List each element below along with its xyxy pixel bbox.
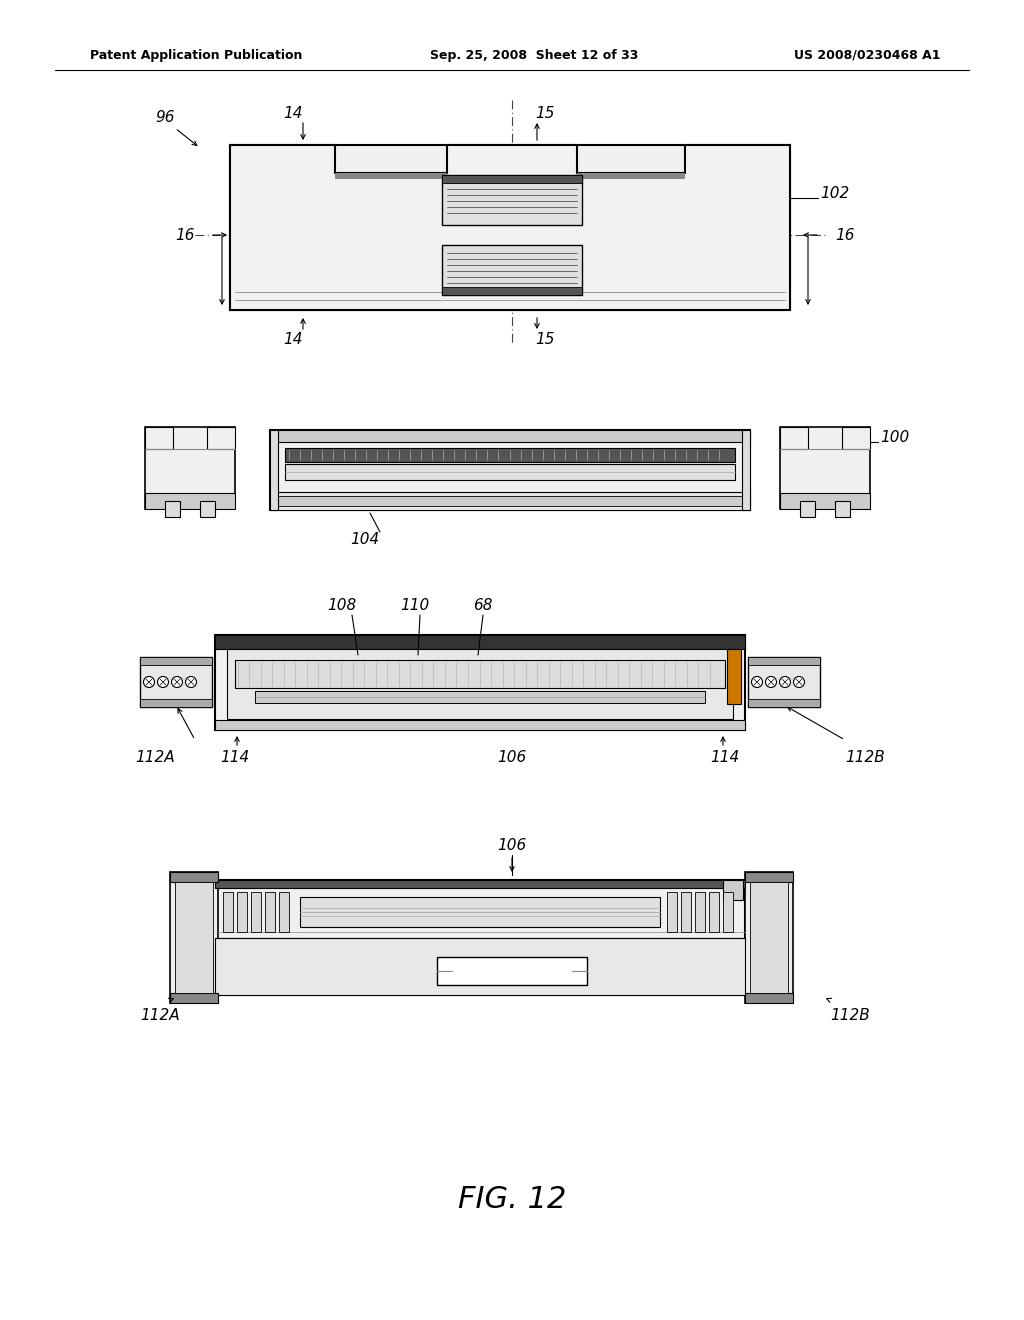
Bar [745, 993, 793, 1003]
Bar [442, 246, 582, 294]
Text: 112A: 112A [140, 1007, 180, 1023]
Bar [223, 892, 233, 932]
Bar [780, 426, 870, 510]
Text: Patent Application Publication: Patent Application Publication [90, 49, 302, 62]
Bar [227, 649, 733, 719]
Bar [215, 880, 745, 888]
Bar [165, 502, 180, 517]
Bar [145, 426, 234, 510]
Text: 15: 15 [536, 106, 555, 120]
Circle shape [185, 676, 197, 688]
Bar [215, 635, 745, 649]
Bar [723, 880, 743, 900]
Text: 15: 15 [536, 333, 555, 347]
Text: 96: 96 [156, 111, 175, 125]
Bar [335, 173, 447, 180]
Text: 68: 68 [473, 598, 493, 612]
Text: 16: 16 [175, 227, 195, 243]
Bar [442, 176, 582, 183]
Text: 114: 114 [711, 751, 739, 766]
Text: 108: 108 [328, 598, 356, 612]
Bar [251, 892, 261, 932]
Text: 100: 100 [880, 429, 909, 445]
Bar [285, 465, 735, 480]
Bar [695, 892, 705, 932]
Bar [140, 657, 212, 708]
Bar [285, 447, 735, 462]
Bar [723, 892, 733, 932]
Bar [275, 496, 745, 506]
Bar [748, 657, 820, 665]
Bar [215, 719, 745, 730]
Bar [279, 892, 289, 932]
Circle shape [158, 676, 169, 688]
Bar [270, 430, 278, 510]
Circle shape [752, 676, 763, 688]
Bar [215, 939, 745, 995]
Circle shape [766, 676, 776, 688]
Bar [255, 690, 705, 704]
Circle shape [779, 676, 791, 688]
Bar [207, 426, 234, 449]
Bar [780, 492, 870, 510]
Text: 112A: 112A [135, 751, 175, 766]
Bar [200, 502, 215, 517]
Text: 102: 102 [820, 186, 849, 201]
Bar [270, 430, 750, 442]
Bar [780, 426, 808, 449]
Bar [577, 173, 685, 180]
Bar [215, 880, 745, 995]
Bar [667, 892, 677, 932]
Bar [170, 873, 218, 1003]
Bar [750, 882, 788, 993]
Text: 14: 14 [284, 106, 303, 120]
Bar [265, 892, 275, 932]
Bar [145, 492, 234, 510]
Bar [800, 502, 815, 517]
Bar [145, 426, 173, 449]
Bar [709, 892, 719, 932]
Bar [234, 660, 725, 688]
Bar [170, 993, 218, 1003]
Text: 110: 110 [400, 598, 430, 612]
Bar [140, 657, 212, 665]
Bar [270, 430, 750, 510]
Bar [140, 700, 212, 708]
Circle shape [794, 676, 805, 688]
Text: 106: 106 [498, 837, 526, 853]
Bar [745, 873, 793, 882]
Text: 112B: 112B [830, 1007, 869, 1023]
Bar [742, 430, 750, 510]
Polygon shape [230, 145, 790, 310]
Circle shape [171, 676, 182, 688]
Text: Sep. 25, 2008  Sheet 12 of 33: Sep. 25, 2008 Sheet 12 of 33 [430, 49, 638, 62]
Bar [727, 649, 741, 704]
Circle shape [143, 676, 155, 688]
Text: 16: 16 [835, 227, 854, 243]
Text: US 2008/0230468 A1: US 2008/0230468 A1 [794, 49, 940, 62]
Bar [437, 957, 587, 985]
Bar [745, 873, 793, 1003]
Bar [681, 892, 691, 932]
Bar [237, 892, 247, 932]
Bar [175, 882, 213, 993]
Bar [835, 502, 850, 517]
Bar [215, 635, 745, 730]
Text: 114: 114 [220, 751, 250, 766]
Bar [230, 145, 790, 310]
Text: 112B: 112B [845, 751, 885, 766]
Bar [270, 492, 750, 510]
Bar [442, 176, 582, 224]
Bar [748, 700, 820, 708]
Text: FIG. 12: FIG. 12 [458, 1185, 566, 1214]
Bar [842, 426, 870, 449]
Bar [300, 898, 660, 927]
Bar [442, 286, 582, 294]
Text: 14: 14 [284, 333, 303, 347]
Text: 104: 104 [350, 532, 380, 548]
Text: 106: 106 [498, 751, 526, 766]
Bar [748, 657, 820, 708]
Bar [170, 873, 218, 882]
